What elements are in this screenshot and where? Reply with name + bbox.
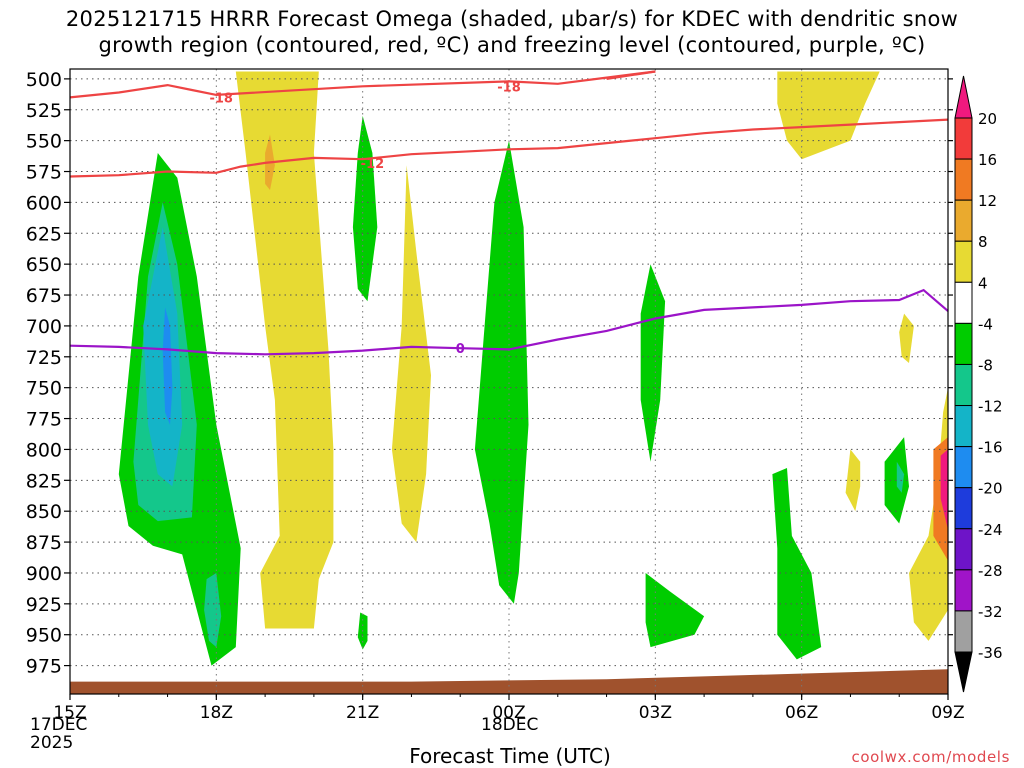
y-tick-label-700: 700 — [26, 316, 62, 338]
y-tick-label-925: 925 — [26, 594, 62, 616]
contour-layer: -18 -18 -12 0 — [69, 70, 949, 357]
contour-dgz-top-minus-18 — [69, 70, 656, 99]
colorbar-label-10: -24 — [978, 521, 1003, 539]
y-tick-label-750: 750 — [26, 378, 62, 400]
contour-dgz-bottom-minus-12 — [69, 118, 949, 178]
chart-title: 2025121715 HRRR Forecast Omega (shaded, … — [0, 6, 1024, 58]
colorbar-label-11: -28 — [978, 562, 1003, 580]
x-date-label-1: 18DEC — [481, 716, 538, 734]
shaded-yellow-07z-blob — [845, 449, 861, 512]
contour-label-2: -12 — [361, 157, 385, 172]
y-tick-label-650: 650 — [26, 254, 62, 276]
colorbar-swatch-7 — [954, 405, 973, 448]
shaded-green-03z-lower — [645, 573, 705, 648]
contour-label-1: -18 — [497, 80, 521, 95]
colorbar-label-3: 8 — [978, 233, 988, 251]
colorbar-swatch-9 — [954, 487, 973, 530]
shaded-cyan-08z-blob — [896, 461, 905, 493]
colorbar-swatch-6 — [954, 363, 973, 407]
credit-link[interactable]: coolwx.com/models — [851, 748, 1010, 766]
ground-terrain — [70, 669, 948, 694]
colorbar-top-arrow — [954, 75, 973, 119]
colorbar-swatch-2 — [954, 199, 973, 242]
x-tick-label-18Z: 18Z — [200, 703, 233, 723]
y-tick-label-950: 950 — [26, 625, 62, 647]
shaded-teal-925-blob — [204, 573, 222, 648]
colorbar-swatch-1 — [954, 158, 973, 201]
colorbar-swatch-10 — [954, 528, 973, 571]
x-tick-label-03Z: 03Z — [639, 703, 672, 723]
shaded-yellow-19z-column — [235, 71, 334, 629]
shaded-yellow-08z-blob — [899, 313, 914, 363]
x-tick-label-15Z: 15Z — [53, 703, 86, 723]
y-tick-label-625: 625 — [26, 223, 62, 245]
contour-label-0: -18 — [209, 91, 233, 106]
colorbar-swatch-8 — [954, 446, 973, 489]
y-tick-label-875: 875 — [26, 532, 62, 554]
x-axis-label: Forecast Time (UTC) — [409, 744, 611, 768]
colorbar-label-12: -32 — [978, 603, 1003, 621]
gridlines — [70, 69, 948, 694]
y-tick-label-525: 525 — [26, 100, 62, 122]
x-tick-label-09Z: 09Z — [931, 703, 964, 723]
shaded-yellow-09z-right — [909, 387, 948, 641]
contour-dgz-top-minus-18b — [606, 70, 656, 80]
x-tick-label-06Z: 06Z — [785, 703, 818, 723]
x-tick-label-00Z: 00Z — [492, 703, 525, 723]
colorbar-label-2: 12 — [978, 192, 997, 210]
y-tick-label-800: 800 — [26, 439, 62, 461]
x-date-label-0: 17DEC 2025 — [30, 716, 87, 752]
colorbar-label-13: -36 — [978, 644, 1003, 662]
shaded-yellow-06z-top — [777, 71, 880, 160]
y-tick-label-575: 575 — [26, 162, 62, 184]
colorbar-label-4: 4 — [978, 274, 988, 292]
contour-label-3: 0 — [456, 342, 465, 357]
ground-layer — [70, 669, 948, 694]
y-tick-label-975: 975 — [26, 656, 62, 678]
x-date-label-0-line2: 2025 — [30, 733, 74, 753]
chart-title-line-2: growth region (contoured, red, ºC) and f… — [98, 33, 926, 57]
colorbar-swatch-0 — [954, 117, 973, 160]
axes: 500 525 550 575 600 625 650 675 700 725 750 775 800 8… — [26, 68, 965, 723]
contour-freezing-level-0 — [69, 288, 949, 356]
y-tick-label-600: 600 — [26, 192, 62, 214]
y-tick-label-550: 550 — [26, 131, 62, 153]
shaded-red-09z-right — [940, 449, 948, 530]
colorbar-label-6: -8 — [978, 356, 993, 374]
shaded-green-21z-column — [352, 115, 378, 302]
shaded-green-06z-column — [772, 468, 822, 660]
y-tick-label-850: 850 — [26, 501, 62, 523]
shaded-green-00z-column — [474, 140, 529, 604]
colorbar-bottom-arrow — [954, 651, 973, 693]
colorbar-swatch-4 — [954, 281, 973, 324]
y-tick-label-825: 825 — [26, 470, 62, 492]
shaded-blue-18z-core — [162, 307, 173, 425]
colorbar-label-8: -16 — [978, 439, 1003, 457]
x-date-label-0-line1: 17DEC — [30, 715, 88, 735]
y-tick-label-500: 500 — [26, 69, 62, 91]
y-tick-label-675: 675 — [26, 285, 62, 307]
shaded-cyan-18z-core — [143, 227, 183, 487]
colorbar-label-9: -20 — [978, 480, 1003, 498]
y-tick-label-775: 775 — [26, 409, 62, 431]
colorbar-label-5: -4 — [978, 315, 993, 333]
y-tick-label-725: 725 — [26, 347, 62, 369]
shaded-green-03z-column — [640, 264, 666, 462]
colorbar-label-7: -12 — [978, 398, 1003, 416]
chart-title-line-1: 2025121715 HRRR Forecast Omega (shaded, … — [65, 7, 959, 31]
colorbar-label-0: 20 — [978, 110, 997, 128]
colorbar-swatch-12 — [954, 610, 973, 653]
x-date-label-1-line1: 18DEC — [481, 715, 539, 735]
shaded-yellow-22z-column — [391, 165, 431, 543]
colorbar: 20 16 12 8 4 -4 -8 -12 -16 -20 -24 -28 -32 -36 — [954, 75, 1003, 693]
x-tick-label-21Z: 21Z — [346, 703, 379, 723]
colorbar-swatch-5 — [954, 322, 973, 365]
colorbar-swatch-3 — [954, 240, 973, 283]
colorbar-label-1: 16 — [978, 151, 997, 169]
colorbar-swatch-11 — [954, 569, 973, 612]
y-tick-label-900: 900 — [26, 563, 62, 585]
